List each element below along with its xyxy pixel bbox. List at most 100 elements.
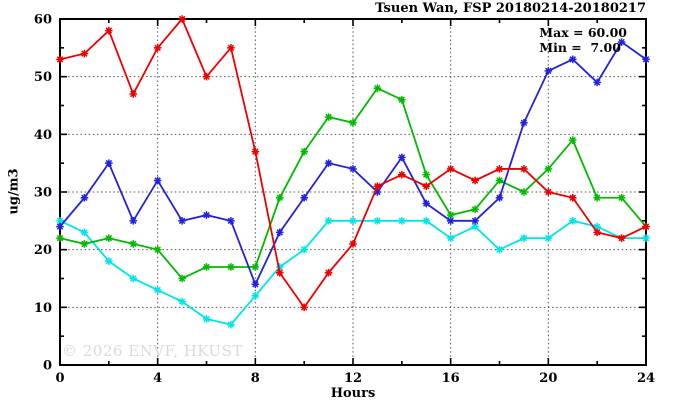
grid-lines	[60, 19, 646, 365]
series-red-marker	[642, 222, 650, 231]
series-red-marker	[56, 55, 64, 64]
series-red-marker	[495, 165, 504, 173]
series-red-marker	[202, 72, 211, 81]
series-blue-marker	[251, 280, 260, 289]
series-blue-marker	[471, 217, 479, 225]
series-green-marker	[324, 113, 333, 121]
series-green-marker	[471, 205, 479, 214]
series-cyan-marker	[349, 217, 357, 225]
series-cyan-marker	[520, 234, 528, 242]
series-blue-marker	[324, 159, 333, 167]
series-blue-line	[56, 38, 650, 289]
series-blue-marker	[544, 67, 553, 75]
series-cyan-line	[56, 217, 650, 329]
stats-annotation: Max = 60.00 Min = 7.00	[539, 25, 627, 55]
series-red-marker	[568, 193, 577, 202]
series-cyan-marker	[495, 245, 504, 254]
series-cyan-marker	[446, 234, 455, 242]
series-red-marker	[544, 188, 553, 196]
series-blue-marker	[446, 217, 455, 225]
series-red-marker	[80, 49, 89, 58]
series-red-marker	[178, 15, 186, 23]
series-blue-marker	[105, 159, 113, 167]
y-tick-label: 50	[34, 70, 52, 85]
x-tick-label: 0	[55, 371, 64, 386]
series-red-marker	[129, 90, 138, 98]
series-red-marker	[275, 268, 284, 277]
series-green-marker	[544, 165, 553, 173]
series-red-marker	[300, 303, 308, 312]
x-tick-label: 8	[251, 371, 260, 386]
series-blue-marker	[129, 217, 138, 225]
series-blue-marker	[593, 78, 601, 87]
series-cyan-marker	[202, 315, 211, 323]
y-tick-label: 10	[34, 301, 52, 316]
tick-labels: 0 4 8 12 16 20 24 0 10 20 30 40 50 60	[34, 13, 655, 387]
series-blue-marker	[520, 119, 528, 127]
series-blue-marker	[398, 153, 406, 162]
series-red-marker	[446, 165, 455, 173]
series-cyan-marker	[422, 217, 431, 225]
series-blue-marker	[275, 228, 284, 237]
series-green-marker	[495, 176, 504, 185]
series-cyan-marker	[129, 274, 138, 283]
series-red-marker	[373, 182, 382, 191]
series-cyan-marker	[642, 234, 650, 242]
series-blue-marker	[568, 55, 577, 64]
series-blue-marker	[178, 217, 186, 225]
x-tick-label: 24	[637, 371, 655, 386]
series-green-marker	[422, 170, 431, 179]
series-blue-marker	[227, 217, 235, 225]
series-red-marker	[593, 228, 601, 237]
series-blue-marker	[56, 222, 64, 231]
series-green-marker	[80, 240, 89, 248]
series-green-marker	[105, 234, 113, 242]
series-blue-marker	[202, 211, 211, 219]
series-cyan-marker	[324, 217, 333, 225]
y-tick-label: 30	[34, 186, 52, 201]
series-blue-marker	[80, 193, 89, 202]
axis-ticks	[59, 18, 647, 366]
series-red-marker	[153, 44, 162, 52]
y-tick-label: 40	[34, 128, 52, 143]
series-blue-marker	[300, 193, 308, 202]
y-tick-label: 20	[34, 243, 52, 258]
series-cyan-marker	[398, 217, 406, 225]
x-tick-label: 16	[442, 371, 460, 386]
series-cyan-marker	[373, 217, 382, 225]
x-tick-label: 4	[153, 371, 162, 386]
series-red-marker	[422, 182, 431, 191]
series-blue-marker	[349, 165, 357, 173]
series-green-marker	[617, 193, 626, 202]
series-green-marker	[227, 263, 235, 271]
series-blue-marker	[642, 55, 650, 64]
series-green-marker	[568, 136, 577, 144]
series-green-marker	[251, 263, 260, 271]
min-value-label: Min = 7.00	[539, 39, 621, 55]
watermark: © 2026 ENVF, HKUST	[62, 342, 243, 360]
series-green-marker	[349, 119, 357, 127]
y-tick-label: 60	[34, 13, 52, 28]
series-cyan-marker	[105, 257, 113, 265]
chart-title: Tsuen Wan, FSP 20180214-20180217	[375, 1, 646, 16]
series-blue-marker	[422, 199, 431, 208]
series-cyan-marker	[544, 234, 553, 242]
series-cyan-marker	[227, 320, 235, 329]
series-cyan-marker	[153, 286, 162, 294]
x-axis-title: Hours	[330, 386, 376, 401]
series-green-marker	[398, 95, 406, 104]
series-red-marker	[617, 234, 626, 242]
series-red-marker	[398, 170, 406, 179]
x-tick-label: 12	[344, 371, 362, 386]
series-cyan-marker	[80, 228, 89, 237]
series-cyan-marker	[251, 292, 260, 300]
series-cyan-marker	[178, 297, 186, 306]
series-green-marker	[275, 193, 284, 202]
series-red-marker	[471, 176, 479, 185]
series-blue-marker	[153, 176, 162, 185]
y-tick-label: 0	[43, 359, 52, 374]
series-green-marker	[593, 193, 601, 202]
series-red-marker	[520, 165, 528, 173]
